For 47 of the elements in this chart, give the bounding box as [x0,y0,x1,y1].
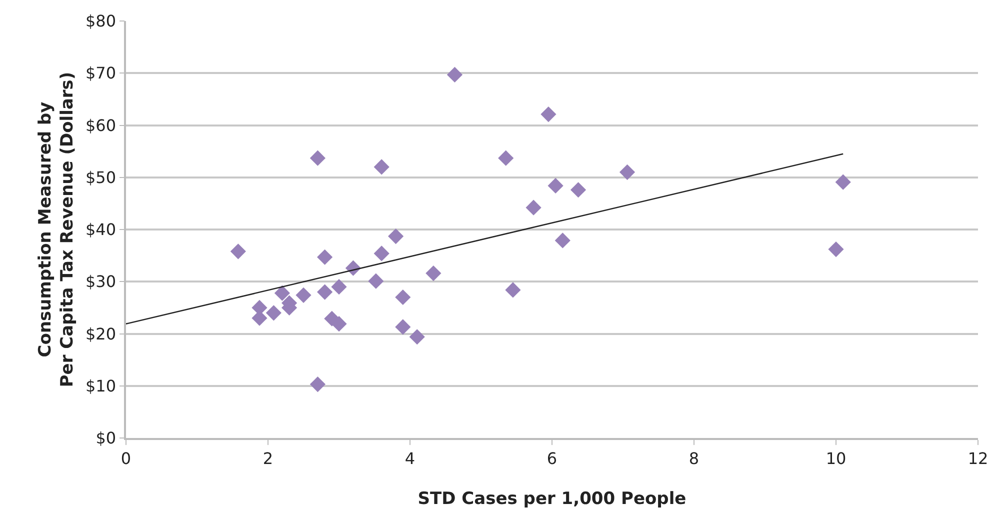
x-tick-label: 0 [120,448,132,468]
point [331,316,347,332]
point [554,232,570,248]
y-tick-label: $60 [86,116,116,135]
y-tick-label: $0 [96,428,116,448]
point [619,164,636,180]
point [835,174,851,190]
point [540,106,556,122]
point [296,287,312,303]
point [395,319,411,335]
point [446,66,463,82]
y-tick-label: $30 [86,272,116,292]
point [274,285,290,301]
point [548,178,564,194]
point [368,273,384,289]
y-axis-title: Consumption Measured by Per Capita Tax Revenue (Dollars) [35,72,78,388]
y-tick-label: $10 [86,376,116,396]
point [505,282,521,298]
point [266,305,282,321]
point [374,246,390,262]
x-tick-label: 12 [968,448,988,468]
x-tick-label: 10 [826,448,846,468]
y-tick-label: $20 [86,324,116,344]
y-tick-label: $50 [86,168,116,187]
point [498,150,514,166]
point [526,200,542,216]
x-tick-label: 4 [404,448,416,468]
y-tick-label: $70 [86,64,116,83]
point [395,289,411,306]
point [230,244,246,260]
point [310,150,326,166]
x-tick-label: 2 [262,448,274,468]
point [331,279,347,295]
point [409,329,425,345]
point [374,159,390,175]
y-tick-label: $40 [86,220,116,240]
point [317,249,333,265]
point [317,284,333,300]
x-tick-label: 8 [688,448,700,468]
x-axis-title: STD Cases per 1,000 People [418,488,686,509]
y-tick-label: $80 [86,12,116,31]
x-tick-label: 6 [546,448,558,468]
point [310,376,326,392]
point [828,242,844,258]
point [388,228,404,244]
point [570,182,586,198]
point [426,265,442,282]
